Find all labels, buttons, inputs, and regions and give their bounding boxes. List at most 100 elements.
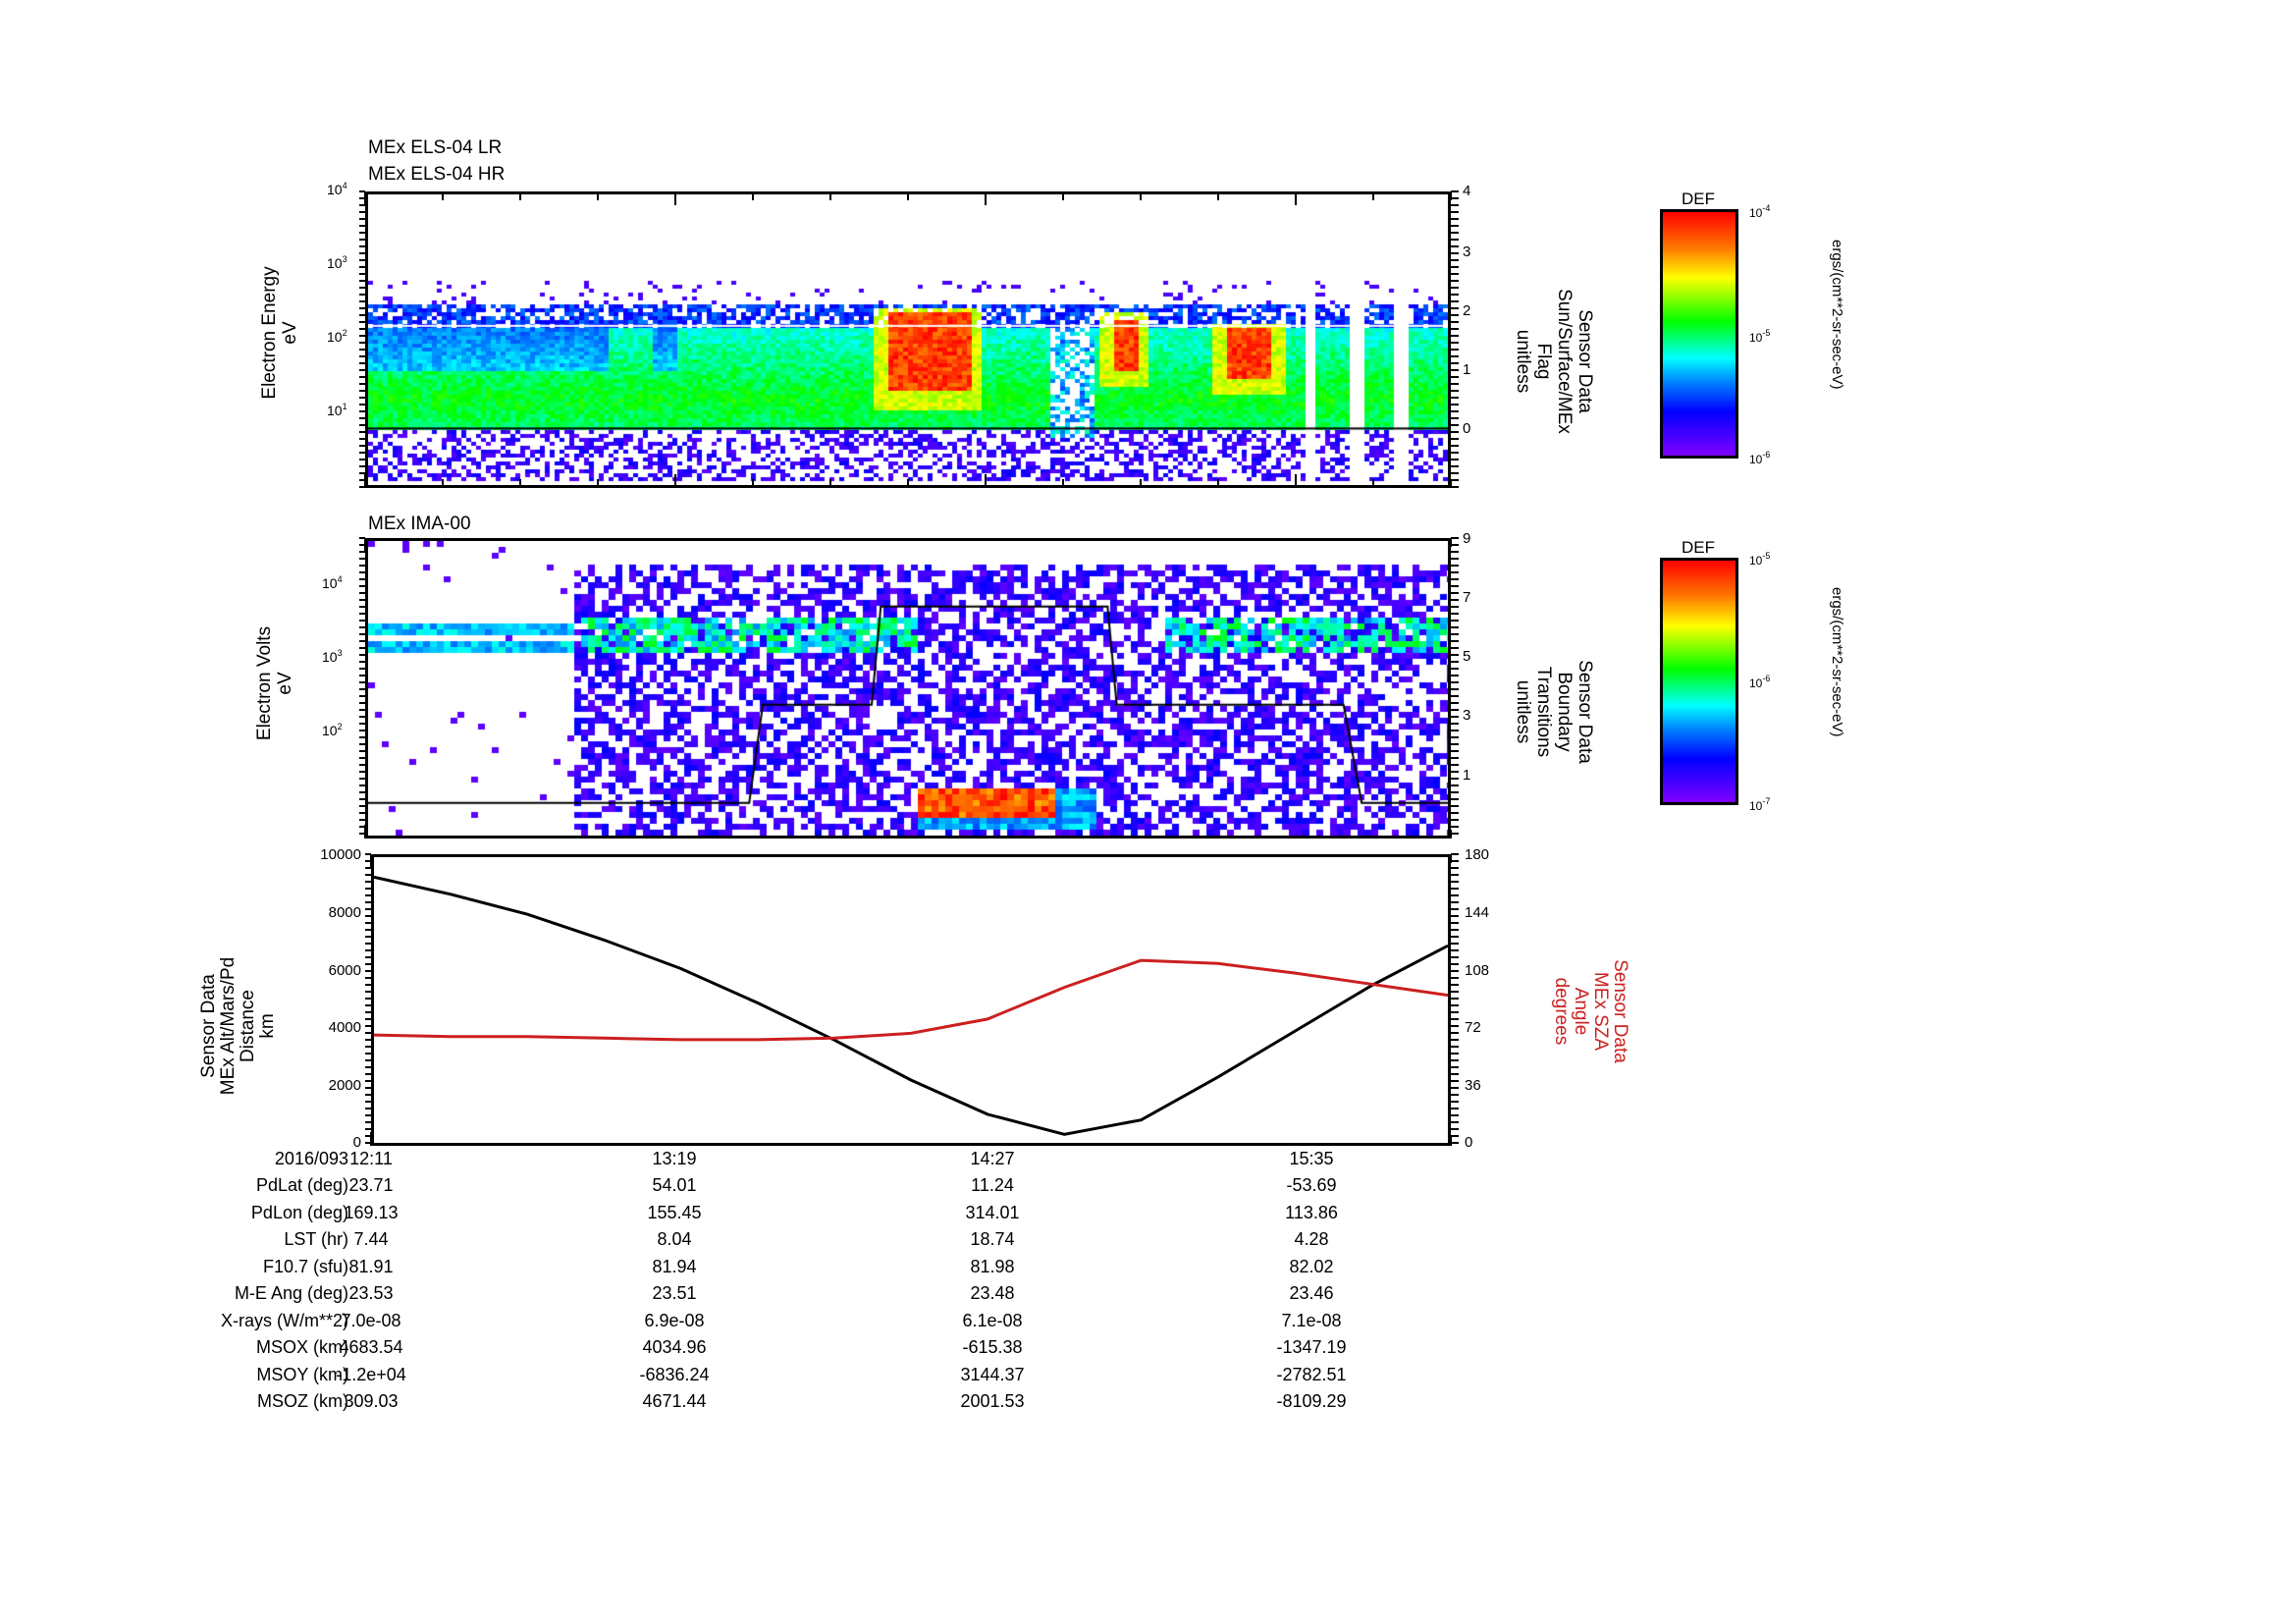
time-label: 15:35 bbox=[1289, 1149, 1334, 1168]
ephemeris-value: 6.9e-08 bbox=[644, 1310, 705, 1330]
ephemeris-value: 23.71 bbox=[348, 1175, 394, 1195]
ephemeris-row-name: MSOX (km) bbox=[256, 1337, 348, 1357]
els-right-label-line2: Sun/Surface/MEx bbox=[1554, 289, 1575, 434]
ephemeris-row-name: MSOZ (km) bbox=[257, 1391, 348, 1411]
ima-rtick-1: 1 bbox=[1463, 767, 1471, 784]
ima-colorbar-title: DEF bbox=[1682, 538, 1715, 557]
els-y-label-line2: eV bbox=[280, 321, 300, 345]
ima-title: MEx IMA-00 bbox=[368, 514, 471, 534]
ephemeris-row-name: MSOY (km) bbox=[256, 1364, 348, 1384]
ima-ytick-1e4: 104 bbox=[322, 574, 343, 591]
ephemeris-value: 7.44 bbox=[353, 1229, 389, 1249]
ephemeris-value: 2001.53 bbox=[960, 1391, 1025, 1411]
orbit-rtick-180: 180 bbox=[1465, 846, 1490, 863]
ephemeris-row-name: PdLat (deg) bbox=[255, 1175, 348, 1195]
els-cbar-tick-bot: 10-6 bbox=[1749, 450, 1771, 466]
orbit-lines bbox=[373, 875, 1449, 1136]
ima-y-label-line1: Electron Volts bbox=[254, 625, 275, 741]
ephemeris-row-name: PdLon (deg) bbox=[250, 1202, 348, 1222]
ephemeris-value: 7.1e-08 bbox=[1281, 1310, 1342, 1330]
ima-spectrogram[interactable] bbox=[365, 538, 1451, 839]
ephemeris-value: 11.24 bbox=[971, 1175, 1014, 1195]
ephemeris-value: -53.69 bbox=[1286, 1175, 1337, 1195]
els-spectrogram[interactable] bbox=[365, 191, 1451, 488]
orbit-right-label-line1: Sensor Data bbox=[1610, 959, 1630, 1063]
orbit-ytick-8000: 8000 bbox=[328, 904, 361, 921]
ephemeris-value: -2782.51 bbox=[1276, 1364, 1347, 1384]
ephemeris-value: 23.53 bbox=[348, 1283, 394, 1303]
ephemeris-row-name: M-E Ang (deg) bbox=[234, 1283, 348, 1303]
ephemeris-value: 4671.44 bbox=[642, 1391, 707, 1411]
time-label: 14:27 bbox=[970, 1149, 1015, 1168]
sza-line bbox=[373, 958, 1449, 1042]
els-right-label-line1: Sensor Data bbox=[1575, 309, 1595, 413]
orbit-right-axis-label: Sensor Data MEx SZA Angle degrees bbox=[1551, 913, 1630, 1109]
ima-ytick-1e2: 102 bbox=[322, 722, 343, 738]
ima-colorbar-unit: ergs/(cm**2-sr-sec-eV) bbox=[1829, 587, 1845, 737]
els-rtick-2: 2 bbox=[1463, 302, 1471, 319]
ima-cbar-tick-top: 10-5 bbox=[1749, 551, 1771, 568]
els-colorbar-title: DEF bbox=[1682, 189, 1715, 208]
els-right-label-line4: unitless bbox=[1513, 329, 1533, 394]
els-rtick-4: 4 bbox=[1463, 183, 1471, 199]
ima-right-label-line3: Transitions bbox=[1533, 666, 1554, 758]
orbit-rtick-108: 108 bbox=[1465, 962, 1490, 979]
orbit-y-label-line3: Distance bbox=[238, 990, 258, 1062]
ima-rtick-3: 3 bbox=[1463, 707, 1471, 724]
ephemeris-value: 7.0e-08 bbox=[341, 1310, 401, 1330]
els-ytick-1e4: 104 bbox=[327, 181, 347, 197]
els-cbar-tick-top: 10-4 bbox=[1749, 203, 1771, 220]
ephemeris-value: 169.13 bbox=[344, 1202, 399, 1222]
ephemeris-value: 3144.37 bbox=[960, 1364, 1025, 1384]
ephemeris-value: -6836.24 bbox=[639, 1364, 710, 1384]
ima-right-label-line2: Boundary bbox=[1554, 672, 1575, 752]
els-colorbar-unit: ergs/(cm**2-sr-sec-eV) bbox=[1829, 240, 1845, 390]
els-colorbar bbox=[1660, 209, 1738, 459]
ima-rtick-5: 5 bbox=[1463, 648, 1471, 665]
ephemeris-value: 314.01 bbox=[965, 1202, 1020, 1222]
ephemeris-value: -1347.19 bbox=[1276, 1337, 1347, 1357]
orbit-right-label-line4: degrees bbox=[1551, 977, 1572, 1046]
ima-rtick-7: 7 bbox=[1463, 589, 1471, 606]
orbit-ytick-10000: 10000 bbox=[320, 846, 361, 863]
orbit-y-label-line2: MEx Alt/Mars/Pd bbox=[218, 956, 239, 1096]
orbit-right-label-line2: MEx SZA bbox=[1590, 971, 1611, 1052]
els-title-hr: MEx ELS-04 HR bbox=[368, 164, 506, 185]
orbit-rtick-36: 36 bbox=[1465, 1077, 1481, 1094]
els-right-label-line3: Flag bbox=[1533, 343, 1554, 380]
ephemeris-value: 6.1e-08 bbox=[962, 1310, 1023, 1330]
ephemeris-value: 18.74 bbox=[970, 1229, 1015, 1249]
orbit-right-label-line3: Angle bbox=[1571, 987, 1591, 1036]
orbit-line-plot[interactable] bbox=[371, 854, 1451, 1146]
ephemeris-value: 155.45 bbox=[647, 1202, 702, 1222]
els-ytick-1e3: 103 bbox=[327, 254, 347, 271]
ephemeris-value: 23.46 bbox=[1289, 1283, 1334, 1303]
ima-colorbar bbox=[1660, 558, 1738, 805]
ephemeris-value: 23.51 bbox=[652, 1283, 697, 1303]
ephemeris-value: 54.01 bbox=[652, 1175, 697, 1195]
ephemeris-value: 81.91 bbox=[348, 1256, 394, 1276]
els-ytick-1e1: 101 bbox=[327, 402, 347, 418]
orbit-rtick-144: 144 bbox=[1465, 904, 1490, 921]
time-label: 13:19 bbox=[652, 1149, 697, 1168]
ephemeris-value: 4034.96 bbox=[642, 1337, 707, 1357]
ima-right-label-line1: Sensor Data bbox=[1575, 660, 1595, 764]
ephemeris-value: 8.04 bbox=[657, 1229, 692, 1249]
orbit-ytick-6000: 6000 bbox=[328, 962, 361, 979]
ima-right-label-line4: unitless bbox=[1513, 679, 1533, 744]
ephemeris-value: 23.48 bbox=[970, 1283, 1015, 1303]
ima-cbar-tick-mid: 10-6 bbox=[1749, 674, 1771, 690]
els-title-lr: MEx ELS-04 LR bbox=[368, 137, 503, 158]
ima-y-axis-label: Electron Volts eV bbox=[254, 585, 295, 782]
ephemeris-value: -8109.29 bbox=[1276, 1391, 1347, 1411]
orbit-y-label-line1: Sensor Data bbox=[198, 974, 219, 1078]
ima-spectrogram-image bbox=[368, 541, 1448, 836]
ima-cbar-tick-bot: 10-7 bbox=[1749, 796, 1771, 813]
ima-right-axis-label: Sensor Data Boundary Transitions unitles… bbox=[1513, 614, 1595, 810]
orbit-rtick-0: 0 bbox=[1465, 1134, 1473, 1151]
ephemeris-value: 4683.54 bbox=[339, 1337, 403, 1357]
orbit-y-label-line4: km bbox=[257, 1013, 278, 1039]
orbit-ytick-4000: 4000 bbox=[328, 1019, 361, 1036]
ima-y-label-line2: eV bbox=[275, 672, 295, 695]
ephemeris-value: -615.38 bbox=[962, 1337, 1023, 1357]
